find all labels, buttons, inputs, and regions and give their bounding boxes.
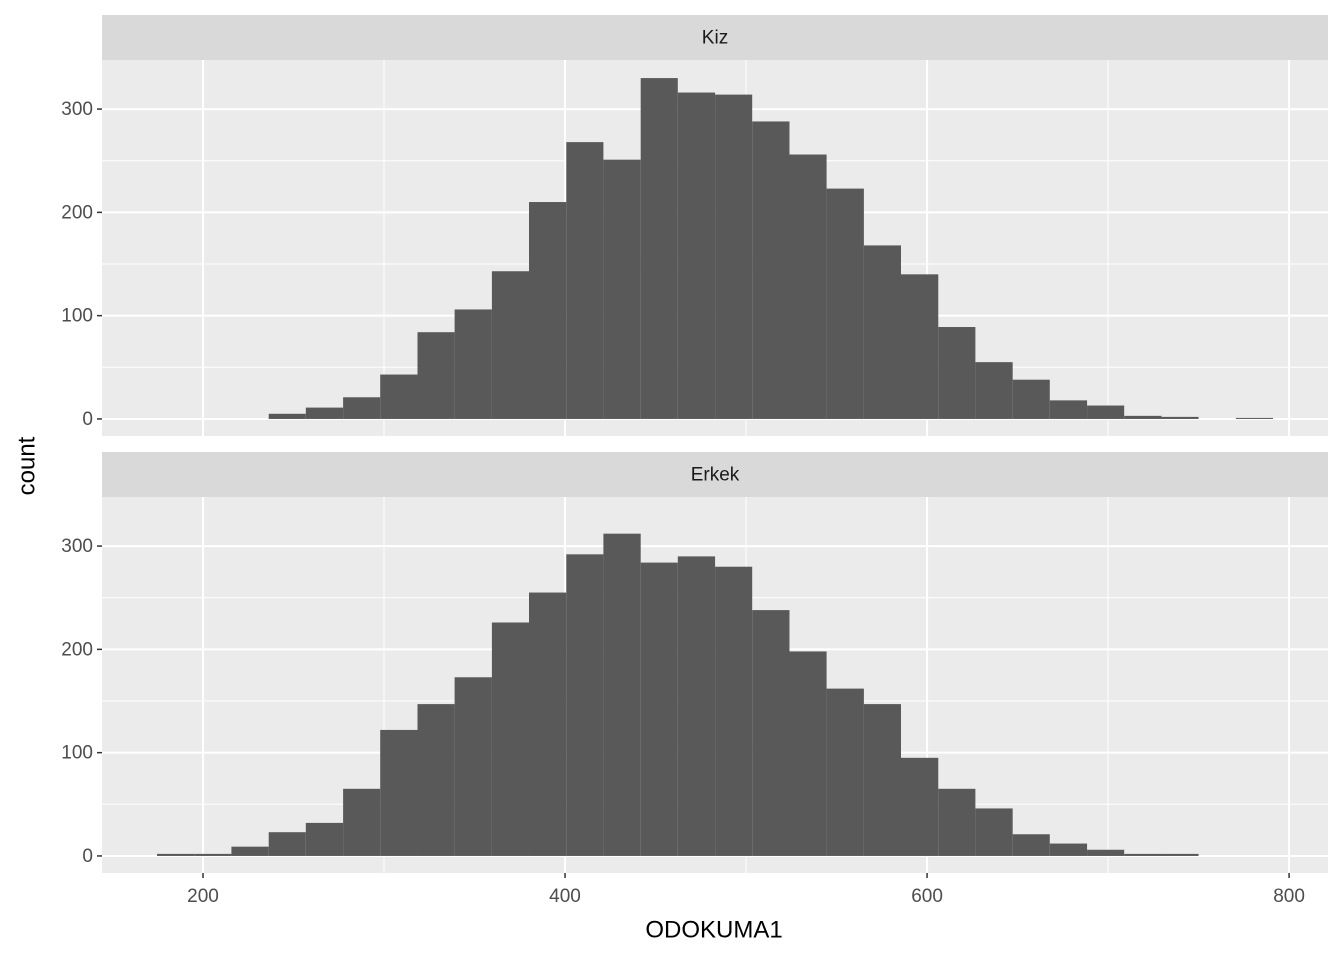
bar [863, 704, 901, 856]
bar [826, 188, 864, 419]
bar [938, 788, 976, 856]
bar [566, 554, 604, 856]
bar [417, 704, 455, 856]
y-tick-label: 0 [82, 409, 93, 430]
bar [752, 121, 790, 419]
bar [157, 853, 195, 856]
bar [1124, 415, 1162, 419]
bar [454, 677, 492, 856]
bar [975, 808, 1013, 856]
y-tick-label: 0 [82, 846, 93, 867]
bar [529, 202, 567, 419]
strip-label: Kiz [702, 28, 728, 49]
bar [789, 651, 827, 856]
bar [1087, 849, 1125, 856]
bar [1124, 853, 1162, 856]
bar [677, 92, 716, 419]
bar [268, 413, 306, 419]
bar [640, 78, 678, 419]
bar [1049, 843, 1088, 856]
y-tick-label: 300 [61, 99, 93, 120]
bar [268, 832, 306, 856]
y-tick-label: 200 [61, 639, 93, 660]
bar [343, 788, 381, 856]
bar [603, 533, 641, 856]
bar [1012, 379, 1050, 419]
bar [1161, 416, 1199, 419]
y-tick-label: 200 [61, 202, 93, 223]
bar [231, 846, 269, 856]
bar [752, 610, 790, 856]
bar [1235, 417, 1273, 419]
x-tick-label: 600 [911, 886, 943, 907]
bar [380, 374, 418, 419]
bar [566, 142, 604, 419]
bar [640, 562, 678, 856]
bar [603, 159, 641, 419]
x-axis-title: ODOKUMA1 [645, 916, 782, 943]
bar [305, 407, 344, 419]
x-tick-label: 400 [549, 886, 581, 907]
bar [380, 729, 418, 856]
bar [529, 592, 567, 856]
bar [343, 397, 381, 419]
y-tick-label: 100 [61, 306, 93, 327]
bar [305, 822, 344, 856]
y-tick-label: 300 [61, 536, 93, 557]
x-tick-label: 200 [187, 886, 219, 907]
bar [1087, 405, 1125, 419]
bar [1049, 400, 1088, 419]
bar [938, 327, 976, 419]
bar [417, 332, 455, 419]
bar [491, 271, 530, 419]
strip [102, 452, 1328, 497]
bar [900, 274, 939, 419]
bar [715, 94, 753, 419]
bar [715, 566, 753, 856]
bar [454, 309, 492, 419]
y-axis-title: count [13, 436, 40, 495]
strip [102, 15, 1328, 60]
bar [826, 688, 864, 856]
bar [491, 622, 530, 856]
bar [1012, 834, 1050, 856]
bar [677, 556, 716, 856]
bar [1161, 853, 1199, 856]
bar [975, 362, 1013, 419]
bar [863, 245, 901, 419]
bar [194, 853, 232, 856]
y-tick-label: 100 [61, 743, 93, 764]
bar [789, 154, 827, 419]
bar [900, 757, 939, 856]
strip-label: Erkek [691, 465, 740, 486]
x-tick-label: 800 [1273, 886, 1305, 907]
